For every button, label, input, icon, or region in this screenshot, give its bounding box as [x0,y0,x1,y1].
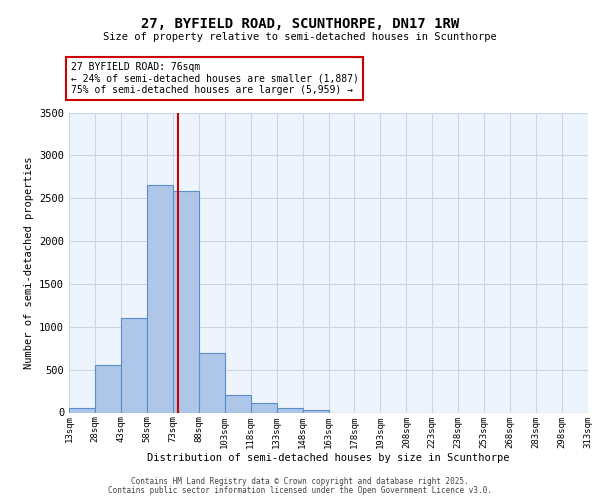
Bar [302,410,329,412]
Text: Size of property relative to semi-detached houses in Scunthorpe: Size of property relative to semi-detach… [103,32,497,42]
Text: 27 BYFIELD ROAD: 76sqm
← 24% of semi-detached houses are smaller (1,887)
75% of : 27 BYFIELD ROAD: 76sqm ← 24% of semi-det… [71,62,359,96]
Bar [69,408,95,412]
Text: Contains HM Land Registry data © Crown copyright and database right 2025.: Contains HM Land Registry data © Crown c… [131,477,469,486]
Bar [277,408,302,412]
Bar [199,352,224,412]
Text: 27, BYFIELD ROAD, SCUNTHORPE, DN17 1RW: 27, BYFIELD ROAD, SCUNTHORPE, DN17 1RW [141,18,459,32]
Bar [121,318,147,412]
Bar [147,186,173,412]
Bar [251,403,277,412]
Bar [225,396,251,412]
Text: Contains public sector information licensed under the Open Government Licence v3: Contains public sector information licen… [108,486,492,495]
Y-axis label: Number of semi-detached properties: Number of semi-detached properties [23,156,34,369]
Bar [95,366,121,412]
Bar [173,192,199,412]
X-axis label: Distribution of semi-detached houses by size in Scunthorpe: Distribution of semi-detached houses by … [147,453,510,463]
